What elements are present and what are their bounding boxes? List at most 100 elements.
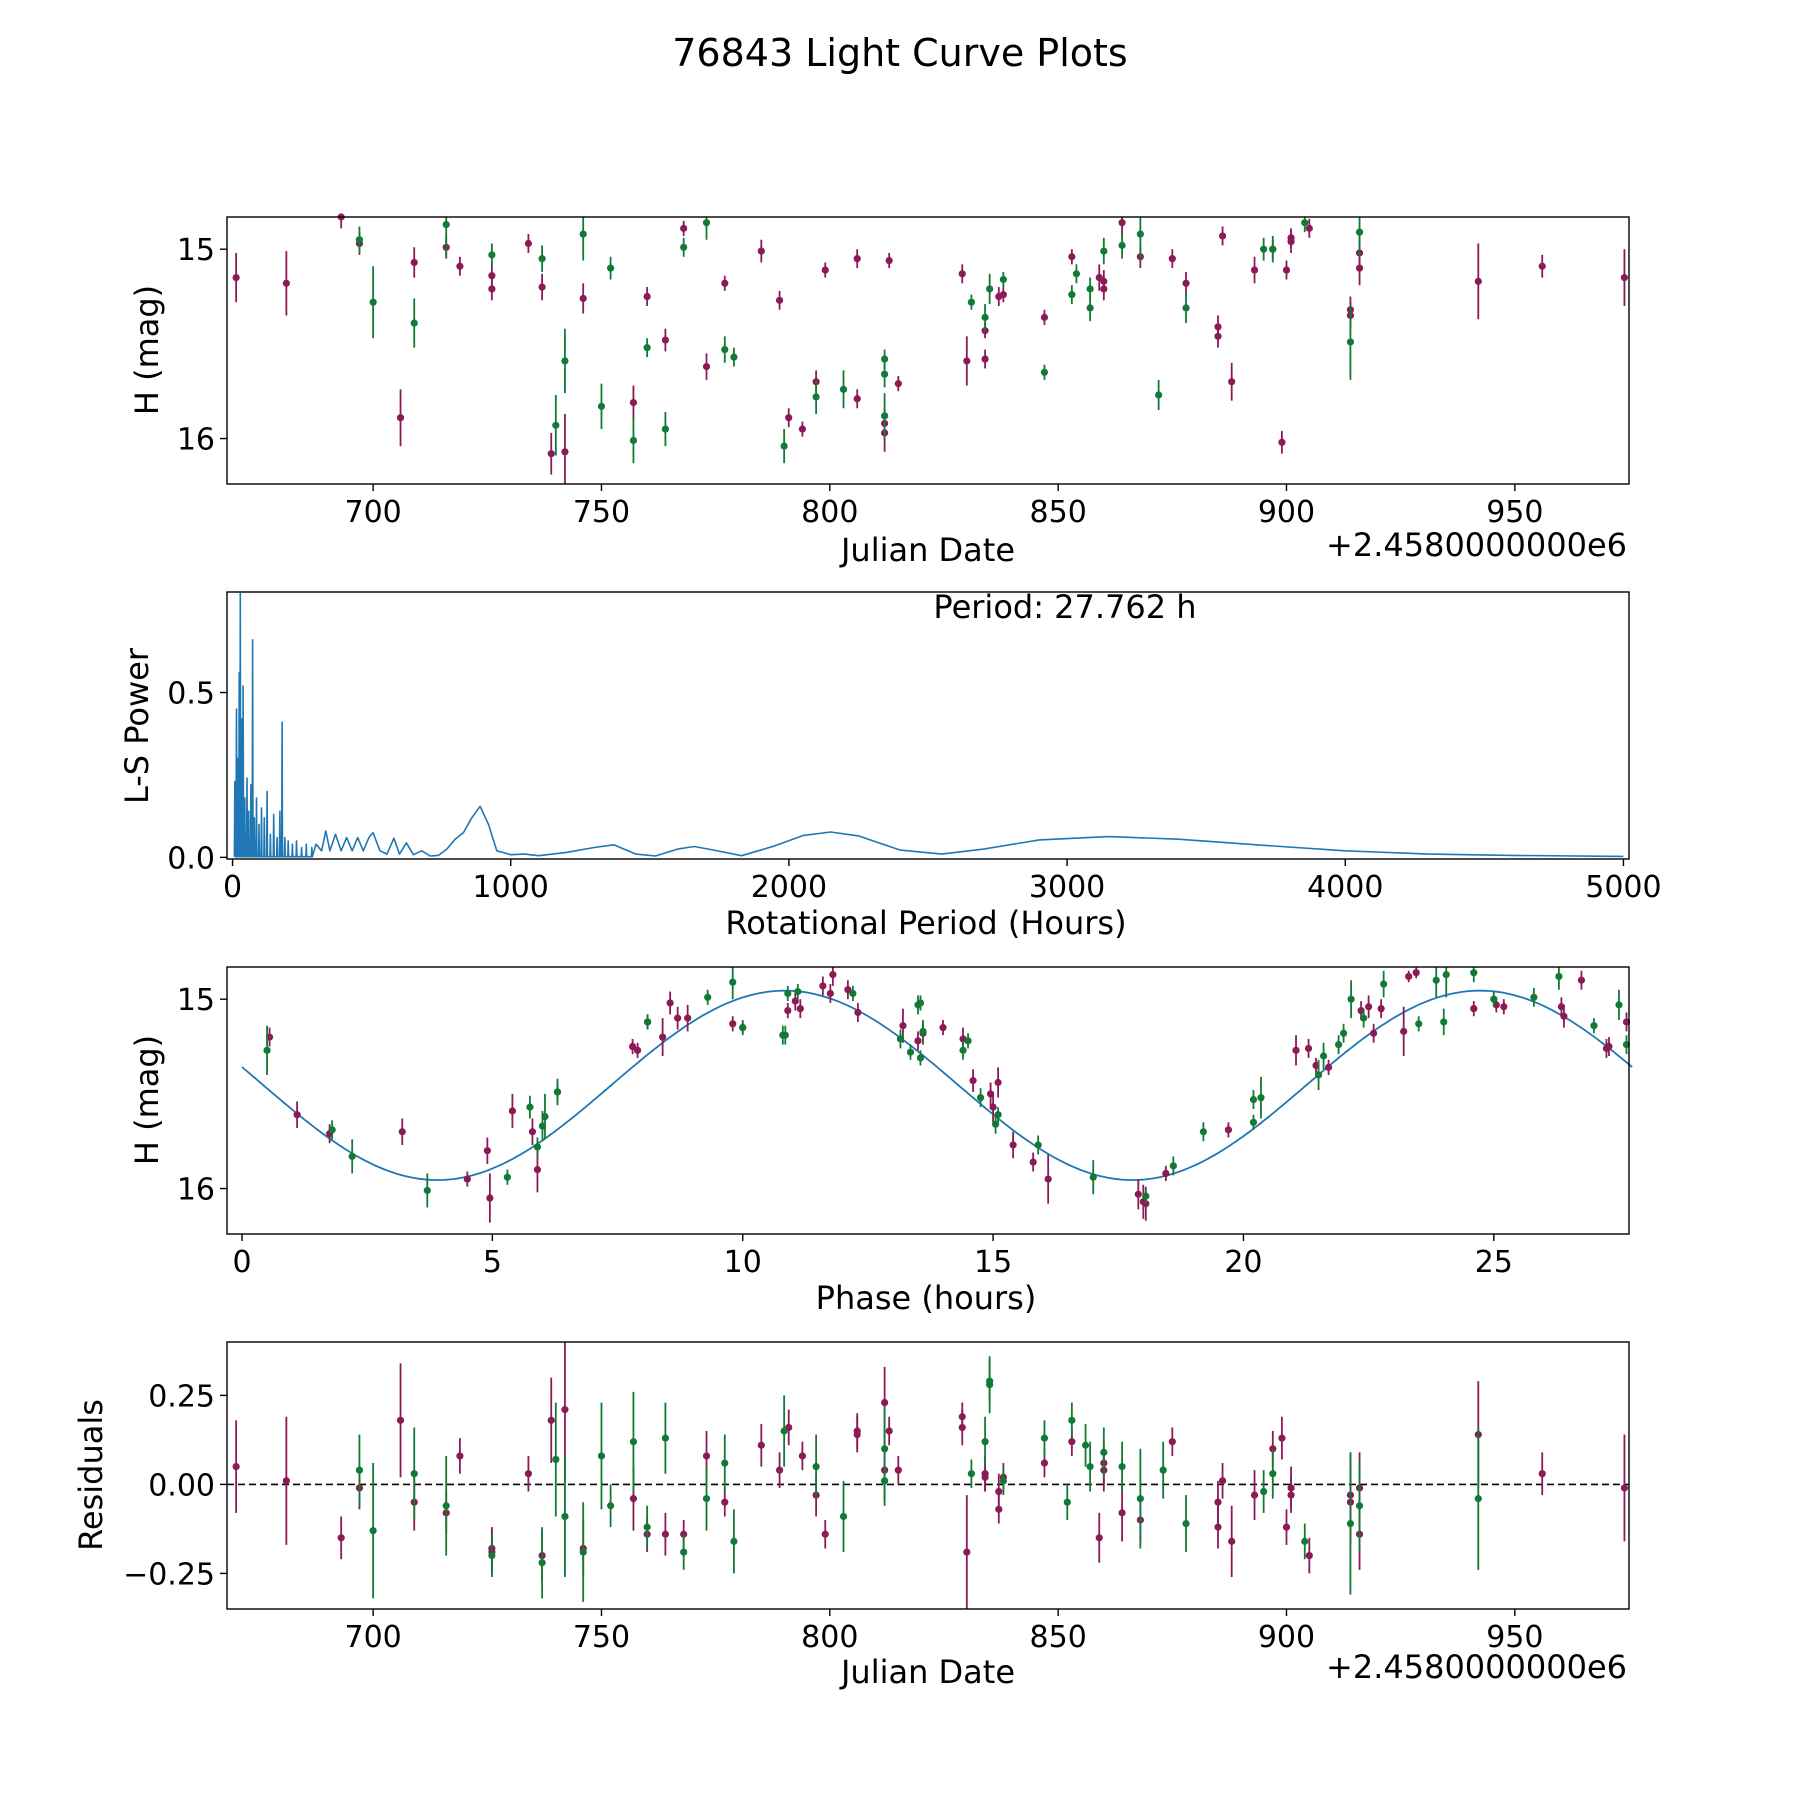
data-marker: [1269, 1470, 1277, 1478]
lightcurve-data-point: [757, 239, 765, 263]
phased-data-point: [916, 995, 925, 1011]
lightcurve-data-point: [1182, 271, 1190, 295]
data-marker: [1086, 304, 1094, 312]
phased-data-point: [684, 1004, 692, 1032]
residuals-data-point: [442, 1455, 450, 1556]
lightcurve-data-point: [232, 252, 240, 303]
residuals-data-point: [538, 1527, 546, 1599]
phased-data-point: [1292, 1035, 1300, 1066]
phased-data-point: [989, 1091, 997, 1123]
phased-data-point: [1370, 1023, 1378, 1043]
data-marker: [1260, 245, 1268, 253]
lightcurve-data-point: [812, 379, 820, 414]
data-marker: [579, 1548, 587, 1556]
lightcurve-xtick-label: 750: [573, 495, 630, 530]
residuals-xtick-label: 750: [573, 1620, 630, 1655]
periodogram-panel: 0 1000 2000 3000 4000 5000 0.0 0.5 Period: 27.7…: [118, 588, 1662, 942]
data-marker: [1412, 969, 1420, 977]
lightcurve-axes-frame: [226, 216, 1630, 485]
lightcurve-data-point: [410, 298, 418, 348]
data-marker: [721, 1498, 729, 1506]
data-marker: [533, 1143, 542, 1151]
residuals-data-point: [1100, 1427, 1108, 1478]
residuals-panel: 700 750 800 850 900 950 0.25 0.00 −0.25 Julian D…: [72, 1341, 1630, 1691]
lightcurve-xtick-label: 800: [801, 495, 858, 530]
residuals-data-point: [1250, 1470, 1259, 1520]
data-marker: [661, 1434, 670, 1442]
data-marker: [729, 1020, 737, 1028]
data-marker: [1168, 1438, 1176, 1446]
phased-data-point: [994, 1107, 1002, 1123]
data-marker: [967, 1470, 975, 1478]
data-marker: [398, 1128, 406, 1136]
phased-data-point: [1324, 1059, 1333, 1075]
data-marker: [899, 1022, 907, 1030]
phased-data-point: [644, 1014, 652, 1030]
residuals-data-point: [1269, 1448, 1277, 1499]
residuals-data-point: [894, 1455, 902, 1485]
lightcurve-panel: 700 750 800 850 900 950 15 16 Julian Date H (ma…: [128, 213, 1630, 569]
lightcurve-data-point: [1100, 237, 1108, 265]
phased-data-point: [1034, 1135, 1042, 1155]
data-marker: [721, 1459, 729, 1467]
residuals-axes-frame: [226, 1341, 1630, 1610]
data-marker: [526, 1103, 534, 1111]
phased-data-point: [1440, 1008, 1448, 1036]
data-marker: [1622, 1018, 1631, 1026]
lightcurve-data-point: [607, 256, 615, 280]
data-marker: [396, 1416, 405, 1424]
data-marker: [981, 355, 989, 363]
data-marker: [1355, 1502, 1364, 1510]
phased-xtick-label: 10: [724, 1245, 762, 1280]
phased-data-point: [1314, 1059, 1323, 1091]
periodogram-xtick-label: 0: [223, 870, 242, 905]
phased-marks: [241, 967, 1633, 1223]
data-marker: [796, 1005, 804, 1013]
lightcurve-data-point: [1155, 379, 1163, 411]
phased-data-point: [1257, 1076, 1265, 1119]
data-marker: [1250, 1491, 1259, 1499]
phased-data-point: [1470, 967, 1478, 983]
phased-ytick-label: 15: [177, 983, 215, 1018]
lightcurve-xtick-label: 950: [1486, 495, 1543, 530]
data-marker: [1040, 368, 1049, 376]
phased-data-point: [1347, 980, 1355, 1019]
data-marker: [1370, 1029, 1378, 1037]
data-marker: [894, 380, 902, 388]
data-marker: [1068, 1416, 1076, 1424]
lightcurve-data-point: [1118, 232, 1126, 259]
lightcurve-data-point: [1305, 218, 1313, 238]
residuals-data-point: [981, 1463, 989, 1492]
data-marker: [628, 1042, 637, 1051]
data-marker: [423, 1186, 431, 1195]
data-marker: [991, 1120, 1000, 1128]
phased-data-point: [1577, 970, 1586, 990]
data-marker: [981, 1473, 989, 1481]
data-marker: [1040, 1459, 1049, 1467]
residuals-ytick-label: 0.00: [148, 1468, 215, 1503]
phased-data-point: [1249, 1114, 1258, 1130]
data-marker: [1269, 245, 1277, 253]
data-marker: [1355, 228, 1364, 236]
data-marker: [1118, 241, 1126, 250]
lightcurve-data-point: [442, 217, 450, 257]
data-marker: [1081, 1441, 1090, 1449]
phased-data-point: [704, 989, 712, 1005]
residuals-data-point: [282, 1416, 290, 1545]
data-marker: [643, 344, 651, 352]
lightcurve-xtick-label: 900: [1258, 495, 1315, 530]
data-marker: [1304, 1044, 1313, 1053]
lightcurve-data-point: [643, 338, 651, 358]
data-marker: [702, 1495, 711, 1503]
data-marker: [914, 1037, 922, 1045]
data-marker: [1063, 1498, 1071, 1506]
data-marker: [916, 999, 925, 1007]
phased-data-point: [628, 1038, 637, 1055]
residuals-data-point: [1305, 1537, 1313, 1574]
periodogram-ytick-label: 0.5: [167, 677, 215, 712]
data-marker: [282, 279, 290, 287]
residuals-data-point: [986, 1359, 994, 1403]
data-marker: [1347, 995, 1355, 1003]
data-marker: [963, 357, 971, 365]
data-marker: [1214, 1498, 1222, 1506]
